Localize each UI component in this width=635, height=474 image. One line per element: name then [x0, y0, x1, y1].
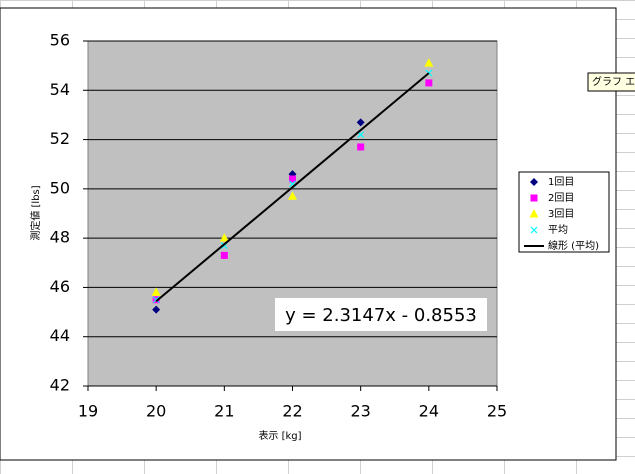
point — [220, 251, 228, 259]
x-tick-label: 19 — [78, 402, 98, 421]
x-axis-label: 表示 [kg] — [258, 429, 301, 442]
point — [356, 118, 365, 127]
point — [424, 58, 434, 67]
x-tick-label: 25 — [487, 402, 507, 421]
plot-area[interactable] — [87, 40, 498, 387]
tooltip: グラフ エリ — [592, 75, 635, 88]
legend-label: 線形 (平均) — [548, 239, 599, 252]
legend-label: 3回目 — [548, 208, 574, 220]
x-tick-label: 24 — [419, 402, 439, 421]
y-tick-label: 46 — [50, 277, 70, 296]
y-axis-label: 測定値 [lbs] — [29, 185, 42, 240]
y-tick-label: 54 — [50, 80, 70, 99]
x-tick-label: 20 — [146, 402, 166, 421]
trendline-equation: y = 2.3147x - 0.8553 — [285, 305, 477, 326]
y-tick-label: 44 — [50, 326, 70, 345]
point — [288, 191, 297, 200]
point — [219, 233, 229, 242]
point — [357, 143, 365, 151]
tooltip-box — [587, 72, 635, 92]
y-tick-label: 50 — [50, 178, 70, 197]
legend-marker — [529, 209, 539, 218]
legend-label: 1回目 — [548, 176, 574, 188]
point — [289, 175, 296, 183]
y-tick-label: 48 — [50, 228, 70, 247]
point — [151, 287, 161, 296]
y-tick-label: 56 — [50, 31, 70, 50]
trendline — [155, 72, 430, 303]
x-tick-label: 21 — [214, 402, 234, 421]
legend-label: 2回目 — [548, 192, 574, 204]
legend-marker — [530, 194, 538, 202]
point — [152, 296, 160, 304]
x-tick-label: 22 — [282, 402, 302, 421]
point — [425, 79, 433, 87]
y-tick-label: 52 — [50, 129, 70, 148]
equation-box[interactable] — [275, 298, 487, 331]
point — [152, 305, 161, 314]
legend-label: 平均 — [548, 224, 568, 236]
y-tick-label: 42 — [50, 376, 70, 395]
legend-marker — [530, 178, 538, 186]
x-tick-label: 23 — [350, 402, 370, 421]
legend-marker — [530, 226, 538, 234]
